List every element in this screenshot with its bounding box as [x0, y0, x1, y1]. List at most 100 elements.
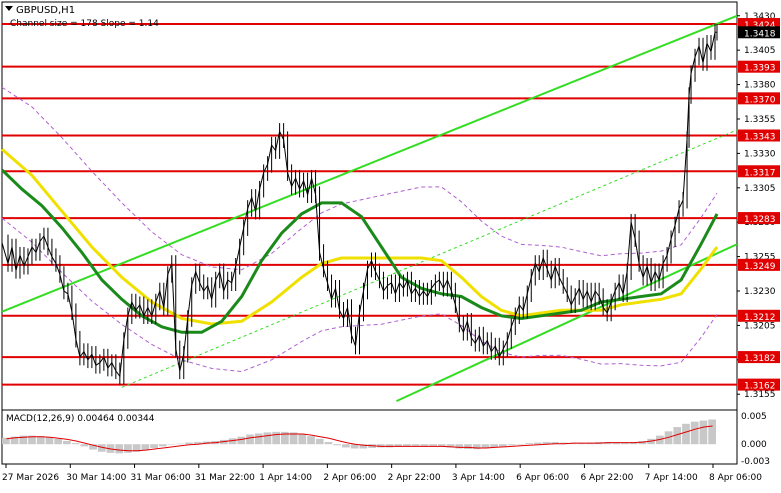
- y-tick-label-4: 1.3255: [744, 253, 776, 263]
- y-tick-label-2: 1.3205: [744, 321, 776, 331]
- y-tick-label-3: 1.3230: [744, 287, 776, 297]
- macd-bar-1: [10, 436, 19, 445]
- level-label-7: 1.3212: [744, 313, 776, 323]
- macd-bar-14: [124, 444, 132, 453]
- macd-bar-62: [542, 442, 551, 445]
- macd-bar-19: [167, 444, 176, 445]
- x-tick-label-8: 6 Apr 06:00: [516, 473, 569, 483]
- macd-bar-4: [36, 436, 45, 445]
- macd-bar-34: [298, 434, 307, 445]
- level-label-2: 1.3370: [744, 95, 776, 105]
- macd-bar-45: [394, 444, 403, 447]
- macd-bar-18: [158, 444, 167, 447]
- macd-bar-33: [289, 432, 298, 445]
- level-label-bg-6: [738, 258, 780, 271]
- y-tick-label-6: 1.3305: [744, 184, 776, 194]
- time-axis: 27 Mar 2026 30 Mar 14:00 31 Mar 06:00 31 Ma…: [2, 464, 762, 483]
- macd-bar-7: [63, 440, 71, 445]
- x-tick-label-5: 2 Apr 06:00: [323, 473, 376, 483]
- macd-bar-40: [350, 444, 359, 449]
- symbol-title: GBPUSD,H1: [16, 5, 75, 16]
- macd-bar-59: [516, 444, 525, 445]
- macd-bar-2: [19, 435, 28, 445]
- macd-bar-47: [411, 444, 420, 446]
- level-label-bg-1: [738, 60, 780, 73]
- y-tick-label-9: 1.3380: [744, 81, 776, 91]
- level-label-1: 1.3393: [744, 64, 776, 74]
- macd-bar-51: [446, 444, 455, 448]
- level-label-bg-2: [738, 92, 780, 105]
- triangle-down-icon[interactable]: [5, 6, 13, 11]
- x-tick-label-10: 7 Apr 14:00: [645, 473, 698, 483]
- level-label-bg-7: [738, 309, 780, 322]
- y-tick-label-8: 1.3355: [744, 115, 776, 125]
- macd-bar-27: [237, 436, 246, 445]
- macd-bar-16: [141, 444, 150, 451]
- channel-lower-line: [396, 243, 738, 403]
- price-series: [1, 24, 718, 385]
- level-label-bg-3: [738, 129, 780, 142]
- macd-bar-31: [272, 431, 281, 445]
- macd-bar-58: [507, 444, 516, 446]
- macd-bar-44: [385, 444, 394, 448]
- macd-bar-30: [263, 432, 272, 445]
- macd-bar-13: [115, 444, 124, 454]
- bollinger-lower: [1, 217, 718, 373]
- ma-slow-line: [1, 148, 719, 326]
- price-line: [1, 31, 717, 378]
- x-tick-label-9: 6 Apr 22:00: [580, 473, 633, 483]
- macd-bar-60: [525, 443, 533, 445]
- level-label-0: 1.3424: [744, 21, 776, 31]
- macd-bar-25: [219, 439, 228, 445]
- macd-bar-38: [333, 444, 342, 446]
- macd-bar-49: [429, 444, 437, 446]
- macd-bar-50: [437, 444, 446, 447]
- macd-bar-52: [455, 444, 464, 449]
- macd-bar-71: [621, 442, 629, 445]
- level-label-6: 1.3249: [744, 262, 776, 272]
- macd-bar-78: [682, 423, 690, 445]
- macd-bar-69: [603, 442, 612, 445]
- y-tick-label-7: 1.3330: [744, 149, 776, 159]
- macd-label: MACD(12,26,9) 0.00464 0.00344: [6, 414, 155, 424]
- x-tick-label-0: 27 Mar 2026: [2, 473, 59, 483]
- level-labels: 1.3424 1.3393 1.3370 1.3343 1.3317 1.3283 1.32…: [738, 18, 780, 392]
- x-tick-label-2: 31 Mar 06:00: [131, 473, 191, 483]
- macd-bar-79: [690, 421, 699, 445]
- macd-bar-81: [708, 419, 716, 445]
- macd-bar-61: [533, 442, 542, 445]
- x-tick-label-3: 31 Mar 22:00: [195, 473, 255, 483]
- macd-bar-10: [89, 444, 97, 450]
- macd-bar-0: [2, 437, 10, 445]
- macd-bar-43: [376, 444, 385, 448]
- macd-tick-mid: 0.000: [741, 440, 767, 450]
- macd-bar-54: [472, 444, 481, 450]
- macd-bar-46: [403, 444, 411, 447]
- macd-bar-37: [324, 442, 333, 445]
- macd-bar-48: [420, 444, 429, 446]
- level-label-9: 1.3162: [744, 382, 776, 392]
- x-tick-label-4: 1 Apr 14:00: [259, 473, 312, 483]
- channel-upper-line: [1, 14, 738, 313]
- macd-bar-57: [499, 444, 507, 447]
- channel-info: Channel size = 178 Slope = 1.14: [10, 19, 159, 29]
- y-tick-label-11: 1.3430: [744, 12, 776, 22]
- level-label-5: 1.3283: [744, 215, 776, 225]
- macd-bar-22: [193, 442, 202, 445]
- macd-bar-41: [359, 444, 368, 449]
- macd-bar-56: [490, 444, 499, 448]
- macd-bar-26: [228, 438, 237, 445]
- macd-bar-65: [568, 443, 577, 445]
- macd-bar-32: [281, 431, 289, 445]
- level-label-4: 1.3317: [744, 168, 776, 178]
- macd-bar-29: [254, 433, 263, 445]
- macd-bar-80: [699, 420, 708, 445]
- macd-bar-28: [246, 434, 254, 445]
- current-price-label: 1.3418: [744, 29, 776, 39]
- x-tick-label-1: 30 Mar 14:00: [66, 473, 126, 483]
- macd-bar-9: [80, 444, 89, 447]
- support-resistance-levels: [2, 23, 737, 386]
- macd-tick-bottom: -0.003: [741, 457, 770, 467]
